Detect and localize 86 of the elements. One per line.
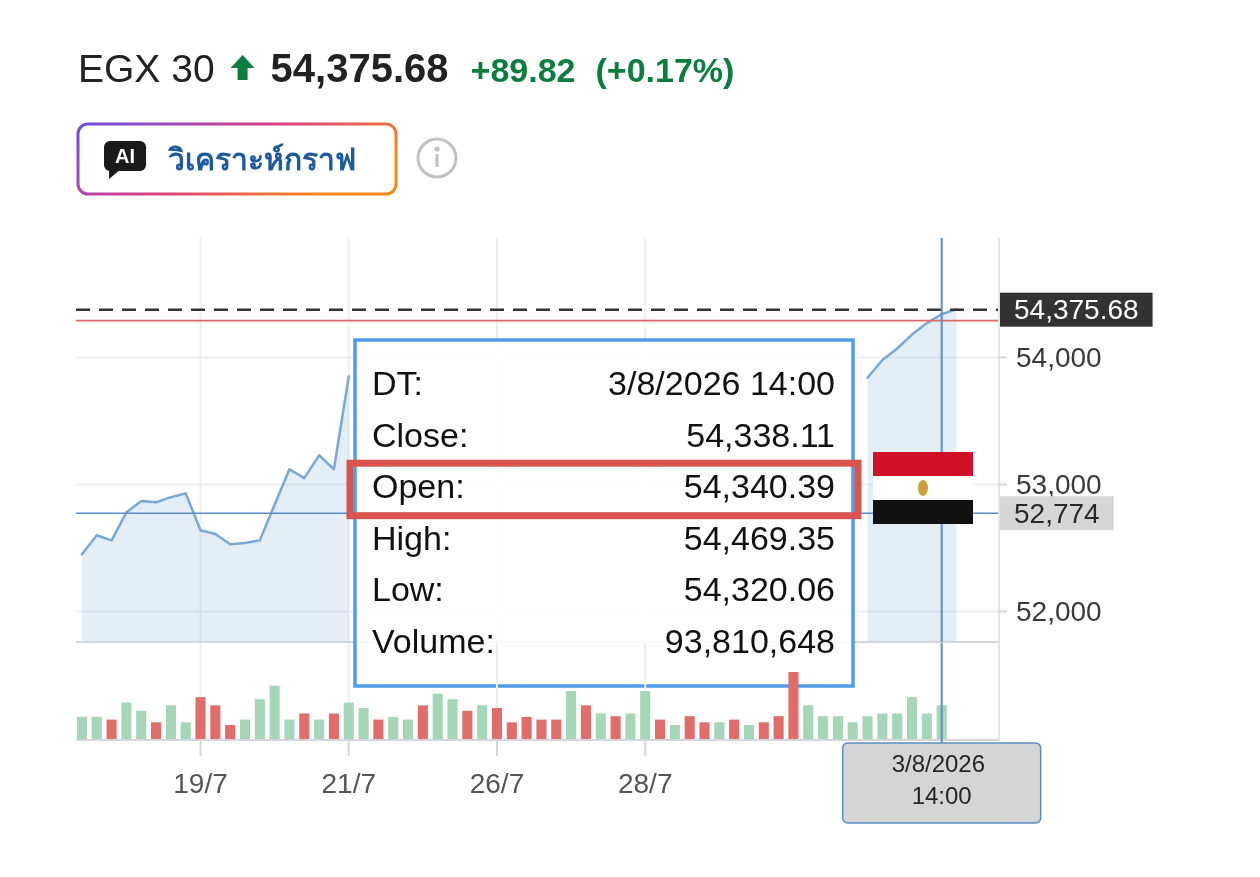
bar bbox=[477, 705, 488, 740]
bar bbox=[892, 713, 903, 740]
text: วิเคราะห์กราฟ bbox=[167, 143, 356, 176]
bar bbox=[506, 722, 517, 740]
ref-line-label: 54,375.68 bbox=[1014, 294, 1139, 326]
x-tick-label: 21/7 bbox=[321, 768, 376, 799]
bar bbox=[165, 705, 176, 740]
y-tick-label: 54,000 bbox=[1016, 341, 1102, 373]
y-tick-label: 52,000 bbox=[1016, 596, 1102, 628]
bar bbox=[76, 716, 87, 740]
bar bbox=[654, 719, 666, 740]
bar bbox=[803, 705, 814, 740]
bar bbox=[729, 719, 740, 740]
bar bbox=[121, 702, 132, 740]
bar bbox=[684, 716, 695, 740]
bar bbox=[818, 716, 829, 740]
bar bbox=[551, 719, 562, 740]
text: (+0.17%) bbox=[595, 51, 735, 89]
ref-line-label: 52,774 bbox=[1014, 497, 1100, 529]
bar bbox=[151, 722, 162, 740]
bar bbox=[91, 716, 102, 740]
annotation: 54,469.35 bbox=[683, 518, 835, 557]
x-tick-label: 3/8/2026 14:00 bbox=[891, 750, 992, 809]
bar bbox=[699, 722, 710, 740]
bar bbox=[239, 719, 251, 740]
bar bbox=[447, 699, 458, 740]
bar bbox=[788, 672, 799, 740]
bar bbox=[299, 713, 310, 740]
bar bbox=[136, 710, 147, 740]
annotation: Volume: bbox=[372, 622, 495, 660]
bar bbox=[625, 713, 636, 740]
annotation: Low: bbox=[372, 570, 444, 609]
bar bbox=[358, 708, 369, 740]
x-tick-label: 28/7 bbox=[617, 768, 673, 799]
bar bbox=[373, 719, 384, 740]
bar bbox=[906, 697, 918, 740]
bar bbox=[343, 702, 354, 740]
bar bbox=[847, 722, 858, 740]
bar bbox=[640, 691, 651, 740]
text: +89.82 bbox=[470, 51, 576, 89]
annotation: High: bbox=[372, 518, 452, 557]
annotation: Close: bbox=[372, 415, 469, 454]
bar bbox=[462, 710, 473, 740]
bar bbox=[225, 725, 236, 740]
bar bbox=[284, 719, 295, 740]
bar bbox=[210, 705, 221, 740]
bar bbox=[403, 719, 414, 740]
bar bbox=[536, 719, 547, 740]
bar bbox=[195, 697, 206, 740]
bar bbox=[314, 719, 325, 740]
bar bbox=[388, 716, 399, 740]
bar bbox=[862, 716, 873, 740]
annotation: 3/8/2026 14:00 bbox=[608, 364, 835, 402]
annotation: 93,810,648 bbox=[664, 622, 835, 660]
bar bbox=[832, 716, 843, 740]
chart-subtitle: 54,375.68 bbox=[270, 46, 449, 90]
bar bbox=[758, 722, 769, 740]
bar bbox=[180, 722, 191, 740]
x-tick-label: 26/7 bbox=[469, 768, 525, 799]
annotation: 54,320.06 bbox=[683, 570, 835, 609]
bar bbox=[743, 725, 755, 740]
bar bbox=[921, 713, 932, 740]
bar bbox=[491, 708, 503, 740]
bar bbox=[669, 725, 680, 740]
annotation: 54,338.11 bbox=[686, 415, 835, 454]
bar bbox=[566, 691, 577, 740]
annotation: DT: bbox=[372, 364, 423, 402]
bar bbox=[773, 716, 784, 740]
bar bbox=[595, 713, 606, 740]
bar bbox=[328, 713, 339, 740]
bar bbox=[610, 716, 621, 740]
bar bbox=[714, 722, 725, 740]
y-tick-label: 53,000 bbox=[1016, 468, 1102, 500]
bar bbox=[877, 713, 888, 740]
text: AI bbox=[115, 145, 135, 167]
annotation: Open: bbox=[372, 467, 465, 506]
bar bbox=[521, 716, 532, 740]
annotation: 54,340.39 bbox=[683, 467, 835, 506]
bar bbox=[269, 685, 280, 740]
x-tick-label: 19/7 bbox=[173, 768, 228, 799]
bar bbox=[254, 699, 265, 740]
bar bbox=[106, 719, 117, 740]
bar bbox=[580, 705, 591, 740]
bar bbox=[417, 705, 428, 740]
bar bbox=[432, 693, 443, 740]
chart-title: EGX 30 bbox=[78, 47, 215, 90]
